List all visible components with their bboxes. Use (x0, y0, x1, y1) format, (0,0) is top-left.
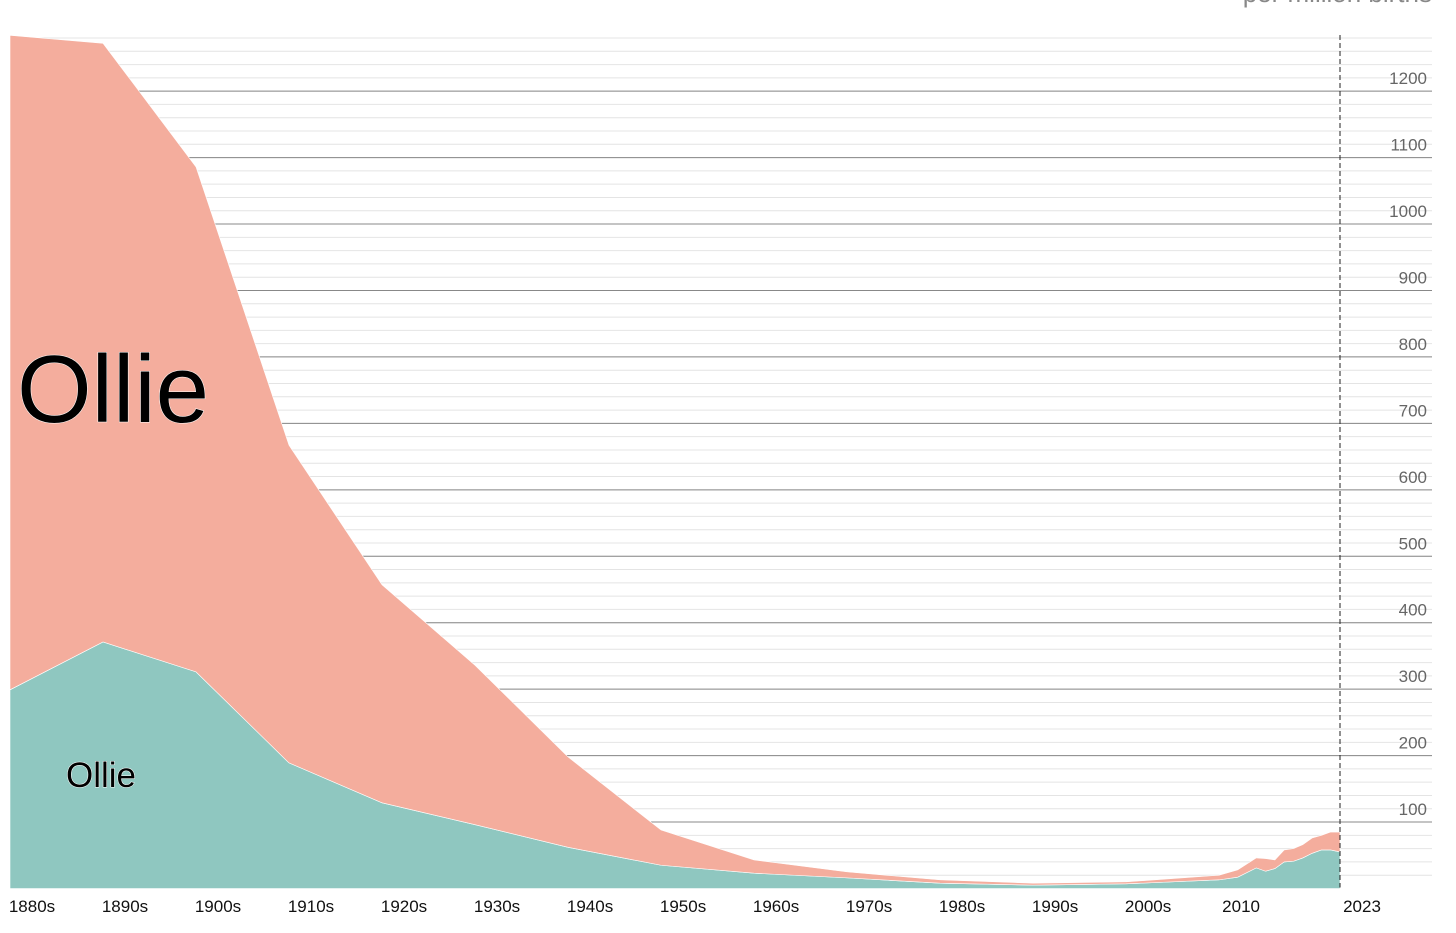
y-tick-label: 1000 (1389, 202, 1427, 221)
y-axis-label: per million births (1243, 0, 1432, 8)
x-tick-label: 1900s (195, 897, 241, 916)
y-tick-label: 700 (1399, 401, 1427, 420)
series-label: Ollie (17, 336, 209, 443)
x-tick-label: 1960s (753, 897, 799, 916)
x-tick-label: 1950s (660, 897, 706, 916)
y-tick-label: 500 (1399, 534, 1427, 553)
y-tick-label: 800 (1399, 335, 1427, 354)
y-tick-label: 900 (1399, 268, 1427, 287)
x-tick-label: 1880s (9, 897, 55, 916)
x-tick-label: 1910s (288, 897, 334, 916)
x-tick-label: 2023 (1343, 897, 1381, 916)
series-label: Ollie (66, 756, 136, 795)
x-tick-label: 2010 (1222, 897, 1260, 916)
x-tick-label: 1920s (381, 897, 427, 916)
y-tick-label: 1100 (1390, 136, 1427, 155)
y-tick-label: 1200 (1389, 69, 1427, 88)
y-tick-label: 200 (1399, 734, 1427, 753)
y-tick-label: 400 (1399, 601, 1427, 620)
y-tick-label: 600 (1399, 468, 1427, 487)
x-tick-label: 1990s (1032, 897, 1078, 916)
x-tick-label: 1980s (939, 897, 985, 916)
x-tick-label: 1890s (102, 897, 148, 916)
y-tick-label: 300 (1399, 667, 1427, 686)
x-tick-label: 2000s (1125, 897, 1171, 916)
x-tick-label: 1930s (474, 897, 520, 916)
y-tick-label: 100 (1399, 800, 1427, 819)
x-tick-label: 1940s (567, 897, 613, 916)
x-tick-label: 1970s (846, 897, 892, 916)
